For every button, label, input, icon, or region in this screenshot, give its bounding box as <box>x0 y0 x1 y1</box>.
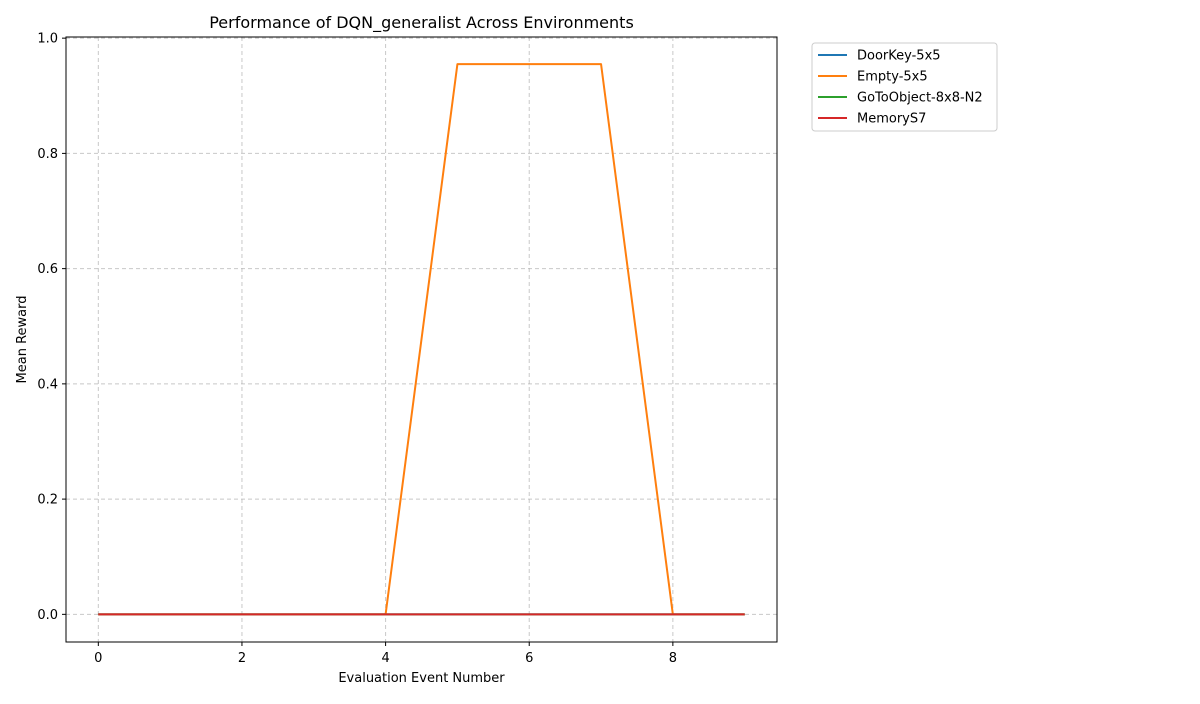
legend-label-doorkey-5x5: DoorKey-5x5 <box>857 49 941 64</box>
x-tick-label: 6 <box>525 651 533 666</box>
series-lines <box>98 63 745 616</box>
y-tick-label: 0.0 <box>37 608 58 623</box>
y-tick-label: 0.4 <box>37 377 58 392</box>
legend-label-empty-5x5: Empty-5x5 <box>857 70 928 85</box>
x-axis-label: Evaluation Event Number <box>338 671 505 686</box>
y-tick-label: 0.8 <box>37 147 58 162</box>
plot-area-frame <box>65 36 778 643</box>
y-tick-label: 0.2 <box>37 493 58 508</box>
x-tick-label: 2 <box>238 651 246 666</box>
x-tick-label: 4 <box>381 651 389 666</box>
legend-label-memorys7: MemoryS7 <box>857 112 926 127</box>
x-tick-label: 0 <box>94 651 102 666</box>
chart-title: Performance of DQN_generalist Across Env… <box>209 13 634 33</box>
y-axis-ticks: 0.0 0.2 0.4 0.6 0.8 1.0 <box>37 32 66 623</box>
y-tick-label: 1.0 <box>37 32 58 47</box>
legend-label-gotoobject-8x8-n2: GoToObject-8x8-N2 <box>857 91 983 106</box>
legend-items: DoorKey-5x5 Empty-5x5 GoToObject-8x8-N2 Mem… <box>818 49 983 127</box>
legend: DoorKey-5x5 Empty-5x5 GoToObject-8x8-N2 Mem… <box>811 42 998 132</box>
y-tick-label: 0.6 <box>37 262 58 277</box>
x-tick-label: 8 <box>669 651 677 666</box>
grid-lines <box>66 37 777 642</box>
y-axis-label: Mean Reward <box>15 296 30 384</box>
legend-box <box>811 42 998 132</box>
series-line-empty-5x5 <box>98 63 745 616</box>
x-axis-ticks: 0 2 4 6 8 <box>94 642 677 666</box>
